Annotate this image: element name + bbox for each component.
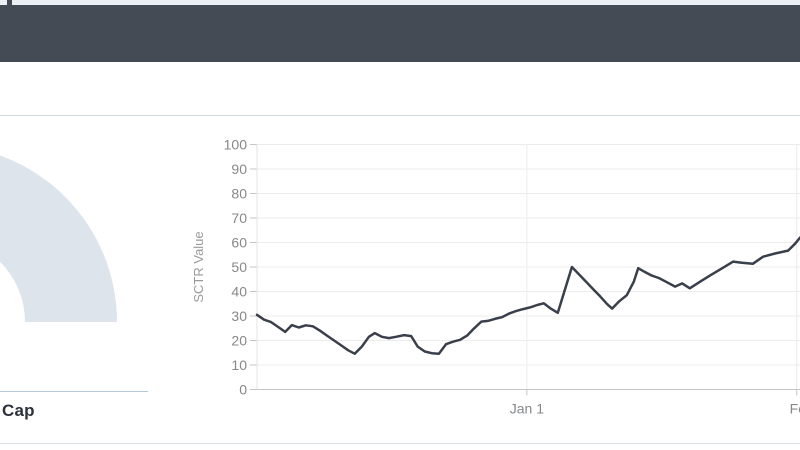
svg-text:0: 0 bbox=[239, 382, 247, 398]
gauge-card-bottom-border bbox=[0, 391, 148, 392]
sctr-series-line bbox=[255, 236, 800, 355]
svg-text:90: 90 bbox=[231, 161, 247, 177]
svg-text:10: 10 bbox=[231, 357, 247, 373]
page-top-strip bbox=[0, 0, 800, 5]
svg-text:Jan 1: Jan 1 bbox=[510, 401, 544, 417]
header-notch bbox=[7, 0, 12, 5]
footer-divider bbox=[0, 443, 800, 444]
svg-text:Fe: Fe bbox=[790, 401, 800, 417]
svg-text:100: 100 bbox=[224, 137, 248, 153]
svg-text:70: 70 bbox=[231, 210, 247, 226]
gauge-card-label[interactable]: Cap bbox=[2, 401, 35, 420]
gauge-track-arc bbox=[0, 155, 117, 322]
svg-text:60: 60 bbox=[231, 235, 247, 251]
svg-text:30: 30 bbox=[231, 308, 247, 324]
svg-text:40: 40 bbox=[231, 284, 247, 300]
section-divider bbox=[0, 115, 800, 116]
svg-text:80: 80 bbox=[231, 186, 247, 202]
y-axis-title: SCTR Value bbox=[191, 231, 206, 302]
app-header-bar bbox=[0, 5, 800, 62]
svg-text:50: 50 bbox=[231, 259, 247, 275]
svg-text:20: 20 bbox=[231, 333, 247, 349]
